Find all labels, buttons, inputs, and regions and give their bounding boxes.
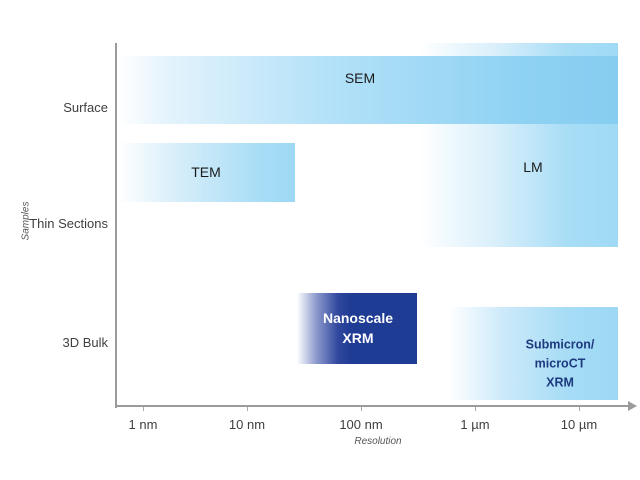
x-tick-label-1nm: 1 nm: [128, 417, 158, 432]
x-axis-title: Resolution: [354, 436, 402, 447]
x-axis-line: [115, 405, 629, 407]
nanoscale-xrm-bar-label: Nanoscale XRM: [323, 308, 393, 348]
lm-bar-label: LM: [523, 159, 543, 175]
x-tick-mark: [475, 407, 476, 411]
x-tick-mark: [247, 407, 248, 411]
tem-bar-label: TEM: [191, 164, 221, 180]
x-tick-mark: [143, 407, 144, 411]
submicron-xrm-label-line1: Submicron/: [525, 337, 595, 352]
nanoscale-xrm-label-line1: Nanoscale: [322, 310, 394, 326]
submicron-xrm-label-line3: XRM: [546, 375, 574, 390]
y-axis-title: Samples: [20, 201, 32, 241]
x-tick-mark: [361, 407, 362, 411]
y-category-surface: Surface: [63, 100, 108, 115]
x-tick-label-10nm: 10 nm: [228, 417, 266, 432]
submicron-xrm-bar-label: Submicron/ microCT XRM: [526, 336, 595, 393]
x-tick-label-100nm: 100 nm: [339, 417, 383, 432]
tem-bar: [118, 143, 295, 202]
x-tick-mark: [579, 407, 580, 411]
submicron-microct-xrm-bar: [448, 307, 618, 400]
nanoscale-xrm-label-line2: XRM: [342, 330, 374, 346]
y-category-thin-sections: Thin Sections: [29, 216, 108, 231]
x-tick-label-1um: 1 µm: [460, 417, 490, 432]
y-axis-line: [115, 43, 117, 408]
nanoscale-xrm-bar: [297, 293, 417, 364]
x-tick-label-10um: 10 µm: [560, 417, 598, 432]
sem-bar: [118, 56, 618, 124]
submicron-xrm-label-line2: microCT: [534, 356, 586, 371]
sem-bar-label: SEM: [344, 70, 376, 86]
y-category-3d-bulk: 3D Bulk: [62, 335, 108, 350]
x-axis-arrow-icon: [628, 401, 637, 411]
